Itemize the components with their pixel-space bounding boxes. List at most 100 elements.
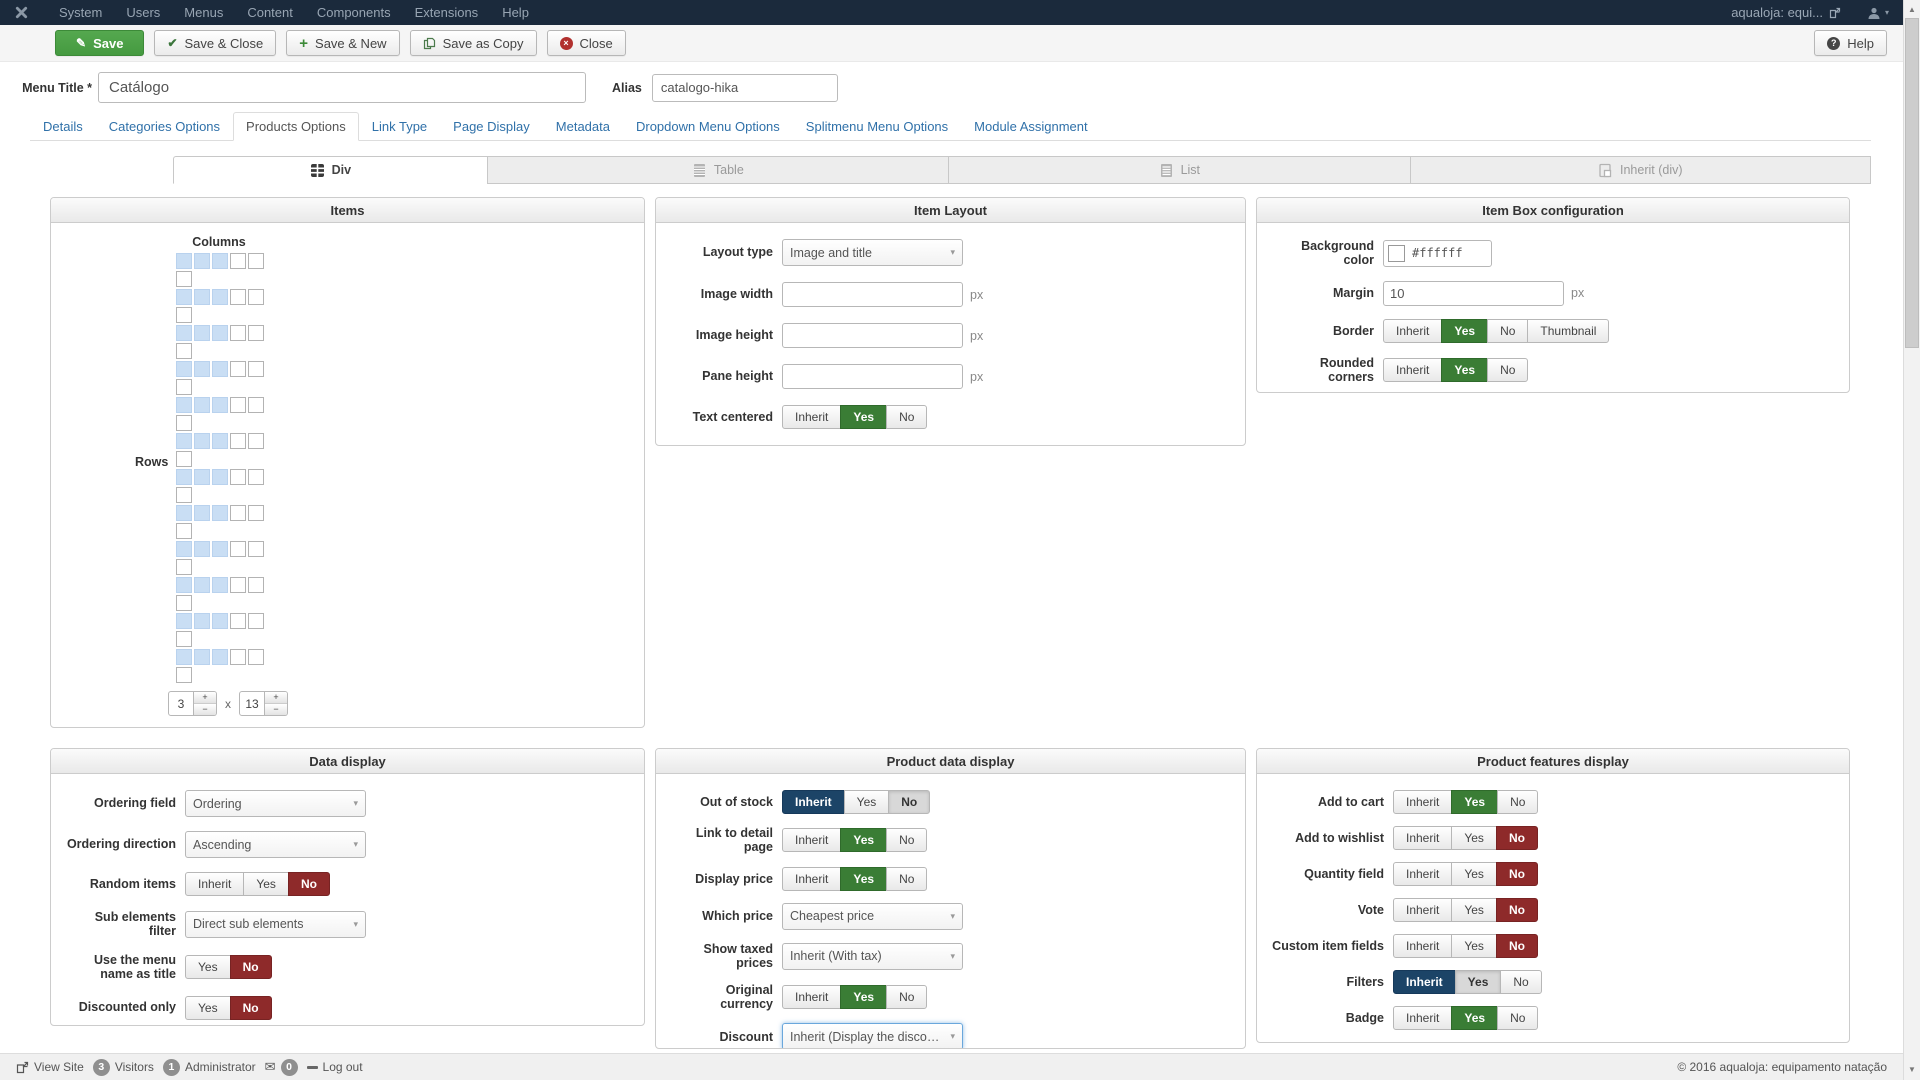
subtab-inherit-div[interactable]: Inherit (div) xyxy=(1409,156,1871,184)
decrease-rows-button[interactable]: − xyxy=(265,703,287,715)
grid-cell-selected[interactable] xyxy=(212,613,228,629)
toggle-option-yes[interactable]: Yes xyxy=(1454,970,1502,994)
toggle-option-yes[interactable]: Yes xyxy=(1441,358,1489,383)
toggle-option-thumbnail[interactable]: Thumbnail xyxy=(1527,318,1610,343)
grid-cell-selected[interactable] xyxy=(176,613,192,629)
toggle-option-inherit[interactable]: Inherit xyxy=(782,984,842,1009)
grid-cell-selected[interactable] xyxy=(194,325,210,341)
grid-cell[interactable] xyxy=(176,271,192,287)
grid-cell-selected[interactable] xyxy=(212,361,228,377)
grid-cell-selected[interactable] xyxy=(176,649,192,665)
toggle-option-inherit[interactable]: Inherit xyxy=(782,790,845,814)
toggle-option-no[interactable]: No xyxy=(287,872,330,896)
toggle-option-yes[interactable]: Yes xyxy=(243,872,289,896)
user-menu[interactable]: ▾ xyxy=(1867,6,1889,20)
nav-item-users[interactable]: Users xyxy=(126,5,161,20)
columns-count-input[interactable] xyxy=(168,691,194,716)
grid-cell-selected[interactable] xyxy=(176,505,192,521)
grid-cell[interactable] xyxy=(176,595,192,611)
grid-cell-selected[interactable] xyxy=(194,253,210,269)
grid-cell-selected[interactable] xyxy=(212,289,228,305)
save-new-button[interactable]: + Save & New xyxy=(286,30,400,56)
nav-item-menus[interactable]: Menus xyxy=(184,5,224,20)
grid-cell-selected[interactable] xyxy=(194,397,210,413)
toggle-option-yes[interactable]: Yes xyxy=(1441,318,1489,343)
toggle-option-yes[interactable]: Yes xyxy=(1451,934,1497,958)
nav-item-extensions[interactable]: Extensions xyxy=(414,5,479,20)
view-site-link[interactable]: View Site xyxy=(16,1060,84,1074)
grid-cell-selected[interactable] xyxy=(176,325,192,341)
margin-input[interactable] xyxy=(1383,280,1564,306)
messages-status[interactable]: ✉ 0 xyxy=(265,1058,298,1076)
toggle-option-no[interactable]: No xyxy=(1495,934,1538,958)
image-width-input[interactable] xyxy=(782,282,963,307)
toggle-option-no[interactable]: No xyxy=(229,955,272,980)
alias-input[interactable] xyxy=(651,73,838,102)
grid-cell[interactable] xyxy=(248,253,264,269)
toggle-option-yes[interactable]: Yes xyxy=(1451,1006,1499,1030)
save-close-button[interactable]: ✔ Save & Close xyxy=(154,30,277,56)
increase-columns-button[interactable]: + xyxy=(194,692,216,703)
tab-products-options[interactable]: Products Options xyxy=(233,112,359,141)
grid-cell[interactable] xyxy=(248,469,264,485)
toggle-option-no[interactable]: No xyxy=(886,405,928,429)
toggle-option-inherit[interactable]: Inherit xyxy=(1393,862,1453,886)
grid-cell[interactable] xyxy=(230,505,246,521)
scroll-down-arrow[interactable]: ▼ xyxy=(1908,1065,1916,1074)
save-button[interactable]: ✎ Save xyxy=(55,30,145,56)
toggle-option-inherit[interactable]: Inherit xyxy=(782,866,842,891)
grid-cell[interactable] xyxy=(248,505,264,521)
toggle-option-no[interactable]: No xyxy=(886,984,928,1009)
toggle-option-inherit[interactable]: Inherit xyxy=(1383,358,1443,383)
toggle-option-yes[interactable]: Yes xyxy=(1451,898,1497,922)
grid-cell-selected[interactable] xyxy=(176,289,192,305)
grid-cell-selected[interactable] xyxy=(176,433,192,449)
grid-cell-selected[interactable] xyxy=(194,505,210,521)
grid-cell[interactable] xyxy=(176,667,192,683)
decrease-columns-button[interactable]: − xyxy=(194,703,216,715)
grid-cell-selected[interactable] xyxy=(212,433,228,449)
grid-cell-selected[interactable] xyxy=(212,253,228,269)
image-height-input[interactable] xyxy=(782,323,963,348)
grid-cell-selected[interactable] xyxy=(194,613,210,629)
tab-categories-options[interactable]: Categories Options xyxy=(108,119,221,134)
grid-cell[interactable] xyxy=(230,289,246,305)
subtab-div[interactable]: Div xyxy=(173,156,487,184)
grid-cell-selected[interactable] xyxy=(194,433,210,449)
toggle-option-yes[interactable]: Yes xyxy=(1451,862,1497,886)
grid-cell[interactable] xyxy=(248,289,264,305)
nav-item-content[interactable]: Content xyxy=(247,5,293,20)
grid-cell-selected[interactable] xyxy=(176,253,192,269)
toggle-option-no[interactable]: No xyxy=(1487,358,1529,383)
pane-height-input[interactable] xyxy=(782,364,963,389)
tab-details[interactable]: Details xyxy=(43,119,83,134)
toggle-option-no[interactable]: No xyxy=(1495,826,1538,850)
grid-cell-selected[interactable] xyxy=(176,469,192,485)
discount-select[interactable]: Inherit (Display the discount... ▾ xyxy=(782,1023,963,1048)
scrollbar-thumb[interactable] xyxy=(1905,18,1919,348)
grid-cell[interactable] xyxy=(230,649,246,665)
grid-cell[interactable] xyxy=(176,307,192,323)
subtab-table[interactable]: Table xyxy=(486,156,949,184)
grid-cell-selected[interactable] xyxy=(194,469,210,485)
grid-cell[interactable] xyxy=(230,613,246,629)
grid-cell[interactable] xyxy=(230,361,246,377)
toggle-option-inherit[interactable]: Inherit xyxy=(185,872,245,896)
toggle-option-no[interactable]: No xyxy=(1495,898,1538,922)
grid-cell[interactable] xyxy=(230,577,246,593)
show-taxed-prices-select[interactable]: Inherit (With tax) ▾ xyxy=(782,942,963,970)
grid-cell[interactable] xyxy=(176,559,192,575)
grid-cell[interactable] xyxy=(248,649,264,665)
toggle-option-yes[interactable]: Yes xyxy=(840,828,888,853)
grid-cell[interactable] xyxy=(176,451,192,467)
menu-title-input[interactable] xyxy=(98,72,586,103)
grid-cell-selected[interactable] xyxy=(212,397,228,413)
tab-link-type[interactable]: Link Type xyxy=(371,119,428,134)
grid-cell[interactable] xyxy=(176,523,192,539)
grid-cell[interactable] xyxy=(248,541,264,557)
increase-rows-button[interactable]: + xyxy=(265,692,287,703)
grid-cell[interactable] xyxy=(230,253,246,269)
grid-cell[interactable] xyxy=(248,577,264,593)
nav-item-system[interactable]: System xyxy=(59,5,103,20)
grid-cell-selected[interactable] xyxy=(194,361,210,377)
